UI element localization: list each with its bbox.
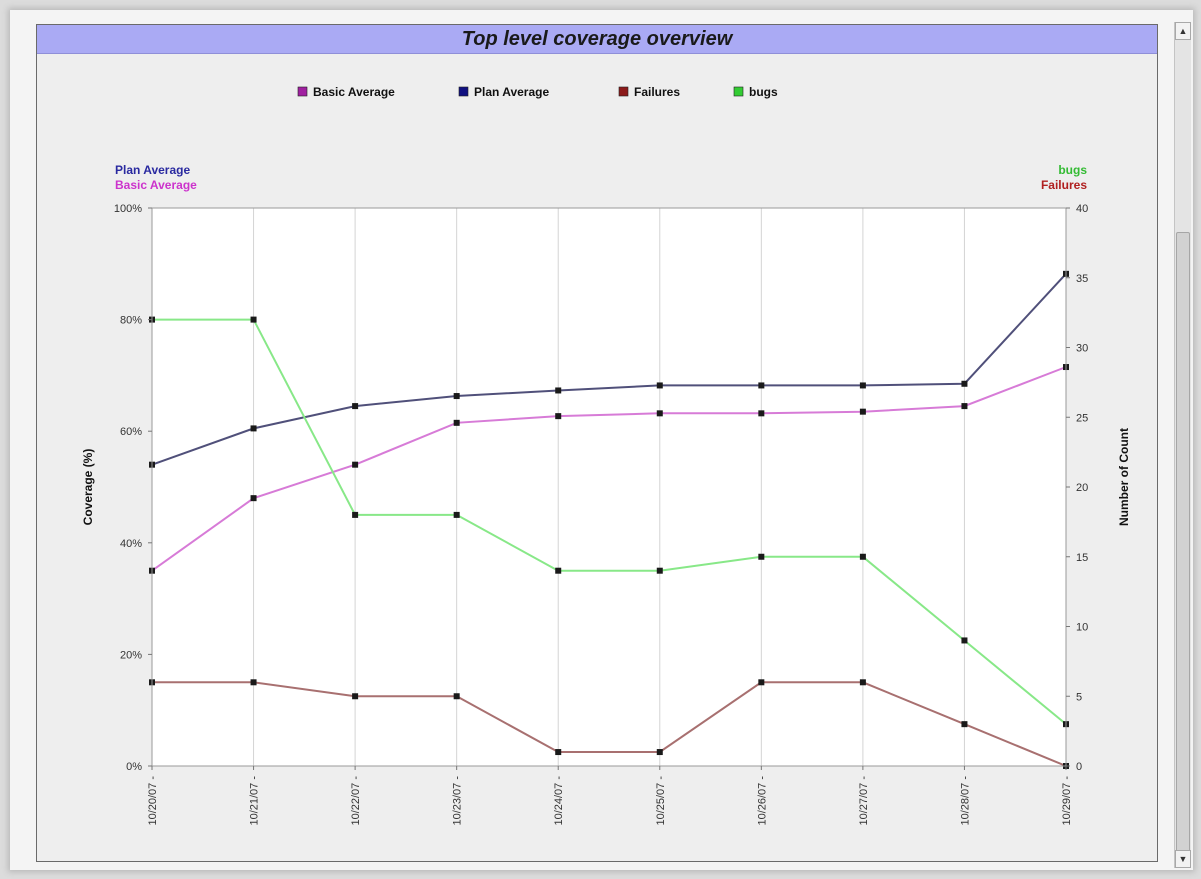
left-tick-label: 20% (120, 649, 142, 661)
data-point-failures (961, 721, 968, 728)
data-point-basic-average (555, 413, 562, 420)
left-tick-label: 80% (120, 315, 142, 327)
right-tick-label: 5 (1076, 691, 1082, 703)
data-point-failures (352, 693, 359, 700)
data-point-bugs (961, 637, 968, 644)
data-point-bugs (453, 511, 460, 518)
right-tick-label: 10 (1076, 622, 1088, 634)
x-tick-label: 10/22/07 - (350, 776, 362, 826)
right-tick-label: 40 (1076, 203, 1088, 215)
x-tick-label: 10/25/07 - (655, 776, 667, 826)
left-tick-label: 0% (126, 761, 142, 773)
data-point-basic-average (453, 419, 460, 426)
plot-area (152, 208, 1066, 766)
left-axis-series-label: Basic Average (115, 178, 197, 192)
right-tick-label: 35 (1076, 273, 1088, 285)
data-point-plan-average (453, 393, 460, 400)
x-tick-label: 10/27/07 - (858, 776, 870, 826)
legend-swatch-failures (618, 86, 629, 97)
data-point-bugs (555, 567, 562, 574)
data-point-bugs (352, 511, 359, 518)
data-point-failures (758, 679, 765, 686)
series-line-failures (152, 681, 1067, 767)
scroll-down-icon[interactable]: ▼ (1175, 850, 1191, 868)
data-point-failures (555, 749, 562, 756)
data-point-failures (250, 679, 257, 686)
x-tick-label: 10/29/07 - (1061, 776, 1073, 826)
data-point-plan-average (555, 387, 562, 394)
series-line-bugs (152, 318, 1067, 725)
chart-panel: 10/20/07 - 10/21/07 - 10/22/07 - 10/23/07 -… (36, 24, 1158, 862)
right-tick-label: 25 (1076, 412, 1088, 424)
data-point-failures (453, 693, 460, 700)
right-tick-label: 0 (1076, 761, 1082, 773)
data-point-basic-average (758, 410, 765, 417)
x-tick-label: 10/20/07 - (147, 776, 159, 826)
legend-swatch-basic-average (297, 86, 308, 97)
right-axis-series-label: Failures (1041, 178, 1087, 192)
left-tick-label: 100% (114, 203, 142, 215)
data-point-plan-average (961, 380, 968, 387)
data-point-basic-average (656, 410, 663, 417)
legend-label-bugs: bugs (749, 85, 778, 99)
data-point-bugs (859, 553, 866, 560)
series-line-basic-average (151, 366, 1067, 572)
x-tick-label: 10/21/07 - (249, 776, 261, 826)
legend-swatch-plan-average (458, 86, 469, 97)
scroll-up-icon[interactable]: ▲ (1175, 22, 1191, 40)
x-tick-label: 10/24/07 - (553, 776, 565, 826)
left-tick-label: 60% (120, 426, 142, 438)
data-point-bugs (758, 553, 765, 560)
right-axis-title: Number of Count (1117, 428, 1131, 526)
left-tick-label: 40% (120, 538, 142, 550)
data-point-basic-average (961, 403, 968, 410)
chart-title: Top level coverage overview (37, 25, 1157, 54)
left-axis-series-label: Plan Average (115, 163, 190, 177)
legend-label-failures: Failures (634, 85, 680, 99)
data-point-bugs (250, 316, 257, 323)
legend-swatch-bugs (733, 86, 744, 97)
data-point-plan-average (656, 382, 663, 389)
data-point-failures (859, 679, 866, 686)
right-tick-label: 30 (1076, 343, 1088, 355)
right-tick-label: 20 (1076, 482, 1088, 494)
scrollbar-thumb[interactable] (1176, 232, 1190, 854)
data-point-plan-average (758, 382, 765, 389)
left-axis-title: Coverage (%) (81, 449, 95, 526)
coverage-chart: 10/20/07 - 10/21/07 - 10/22/07 - 10/23/07 -… (81, 85, 1131, 826)
right-tick-label: 15 (1076, 552, 1088, 564)
data-point-bugs (656, 567, 663, 574)
data-point-plan-average (352, 403, 359, 410)
data-point-plan-average (250, 425, 257, 432)
data-point-basic-average (250, 495, 257, 502)
legend-label-basic-average: Basic Average (313, 85, 395, 99)
data-point-plan-average (859, 382, 866, 389)
vertical-scrollbar[interactable]: ▲ ▼ (1174, 22, 1191, 868)
x-tick-label: 10/23/07 - (452, 776, 464, 826)
x-tick-label: 10/28/07 - (959, 776, 971, 826)
x-tick-label: 10/26/07 - (756, 776, 768, 826)
data-point-basic-average (859, 408, 866, 415)
window-frame: 10/20/07 - 10/21/07 - 10/22/07 - 10/23/07 -… (10, 10, 1193, 870)
right-axis-series-label: bugs (1058, 163, 1087, 177)
legend-label-plan-average: Plan Average (474, 85, 549, 99)
data-point-basic-average (352, 461, 359, 468)
data-point-failures (656, 749, 663, 756)
